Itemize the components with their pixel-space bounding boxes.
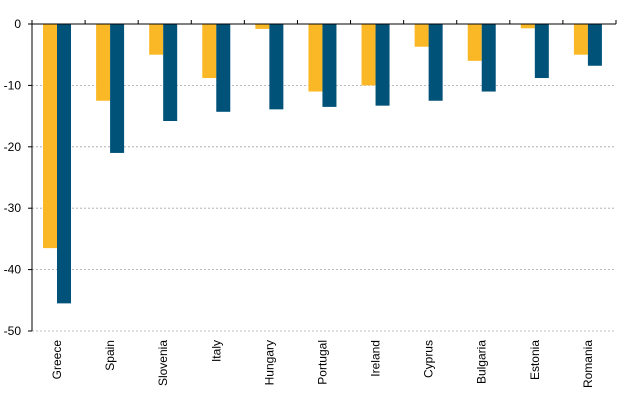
bar-slovenia-series-1 (149, 24, 164, 55)
bar-romania-series-2 (587, 24, 602, 66)
x-category-label: Greece (50, 340, 64, 380)
y-tick-label: -20 (4, 140, 22, 154)
x-category-label: Romania (581, 340, 595, 388)
bar-cyprus-series-1 (414, 24, 429, 47)
labels: 0 -10 -20 -30 -40 -50 Greece Spain Slovenia Italy… (4, 17, 595, 388)
bars (43, 24, 602, 304)
bar-ireland-series-2 (375, 24, 390, 106)
bar-spain-series-2 (110, 24, 125, 153)
axes (28, 20, 617, 332)
bar-estonia-series-1 (520, 24, 535, 29)
x-category-label: Slovenia (156, 340, 170, 386)
bar-spain-series-1 (96, 24, 111, 101)
bar-hungary-series-2 (269, 24, 284, 110)
bar-cyprus-series-2 (428, 24, 443, 101)
bar-portugal-series-1 (308, 24, 323, 92)
x-category-label: Spain (103, 340, 117, 371)
y-tick-label: 0 (14, 17, 21, 31)
bar-italy-series-2 (216, 24, 231, 112)
x-category-label: Estonia (528, 340, 542, 380)
y-tick-label: -40 (4, 263, 22, 277)
y-tick-label: -50 (4, 324, 22, 338)
y-tick-label: -30 (4, 201, 22, 215)
x-category-label: Italy (209, 340, 223, 362)
x-category-label: Bulgaria (475, 340, 489, 384)
bar-portugal-series-2 (322, 24, 337, 107)
bar-bulgaria-series-2 (481, 24, 496, 92)
bar-ireland-series-1 (361, 24, 376, 86)
x-category-label: Ireland (369, 340, 383, 377)
x-category-label: Portugal (315, 340, 329, 385)
bar-greece-series-2 (57, 24, 71, 304)
bar-hungary-series-1 (255, 24, 270, 29)
x-category-label: Hungary (262, 340, 276, 385)
x-category-label: Cyprus (422, 340, 436, 378)
bar-bulgaria-series-1 (467, 24, 482, 61)
y-tick-label: -10 (4, 78, 22, 92)
bar-romania-series-1 (573, 24, 588, 55)
bar-estonia-series-2 (534, 24, 549, 79)
bar-italy-series-1 (202, 24, 217, 79)
bar-greece-series-1 (43, 24, 57, 249)
bar-slovenia-series-2 (163, 24, 178, 122)
